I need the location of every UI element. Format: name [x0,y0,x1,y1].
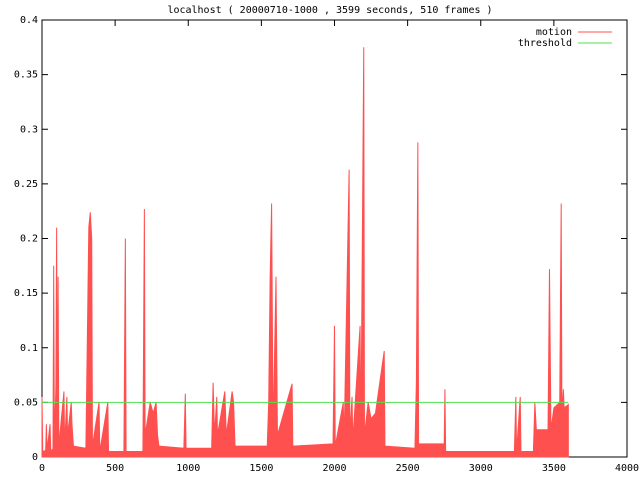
y-tick-label: 0.35 [14,70,38,81]
x-tick-label: 500 [106,463,124,474]
chart-title: localhost ( 20000710-1000 , 3599 seconds… [167,5,492,16]
y-tick-label: 0.05 [14,397,38,408]
y-tick-label: 0.4 [20,15,38,26]
legend-label: threshold [518,38,572,49]
x-tick-label: 4000 [615,463,639,474]
x-tick-label: 2000 [322,463,346,474]
x-tick-label: 2500 [396,463,420,474]
x-tick-label: 0 [39,463,45,474]
y-tick-label: 0.15 [14,288,38,299]
y-tick-label: 0.1 [20,343,38,354]
x-tick-label: 1500 [249,463,273,474]
x-tick-label: 1000 [176,463,200,474]
y-tick-label: 0.25 [14,179,38,190]
x-tick-label: 3500 [542,463,566,474]
y-tick-label: 0.3 [20,124,38,135]
y-tick-label: 0 [32,452,38,463]
x-tick-label: 3000 [469,463,493,474]
y-tick-label: 0.2 [20,234,38,245]
legend-label: motion [536,27,572,38]
series-area [41,47,569,458]
